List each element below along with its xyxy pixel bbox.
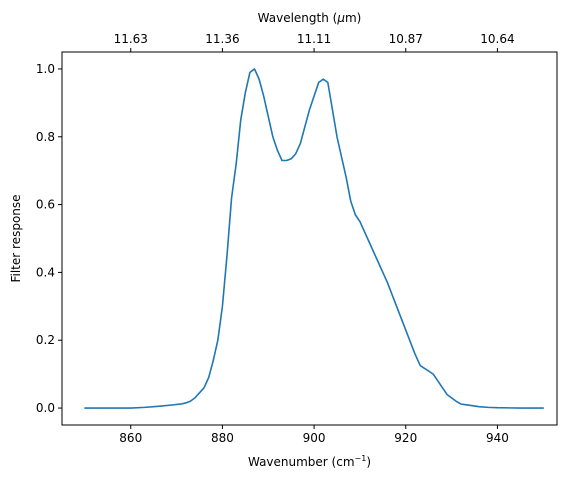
- bottom-axis: 860 880 900 920 940: [119, 425, 509, 445]
- series-line-0: [84, 68, 545, 409]
- top-x-tick-label: 10.64: [480, 32, 514, 46]
- x-tick-label: 900: [303, 431, 326, 445]
- left-axis: 0.0 0.2 0.4 0.6 0.8 1.0: [36, 62, 62, 415]
- top-axis: 11.63 11.36 11.11 10.87 10.64: [114, 32, 515, 52]
- top-x-axis-label: Wavelength (μm): [258, 11, 362, 25]
- y-axis-label: Filter response: [9, 194, 23, 282]
- x-tick-label: 940: [486, 431, 509, 445]
- top-x-tick-label: 10.87: [389, 32, 423, 46]
- y-tick-label: 0.4: [36, 265, 55, 279]
- plot-frame: [61, 51, 558, 426]
- y-tick-label: 0.2: [36, 333, 55, 347]
- plot-layer: [84, 68, 545, 409]
- y-tick-label: 1.0: [36, 62, 55, 76]
- x-tick-label: 860: [119, 431, 142, 445]
- top-x-tick-label: 11.63: [114, 32, 148, 46]
- top-x-tick-label: 11.36: [205, 32, 239, 46]
- x-axis-label: Wavenumber (cm−1): [248, 454, 371, 469]
- x-tick-label: 880: [211, 431, 234, 445]
- y-tick-label: 0.6: [36, 198, 55, 212]
- y-tick-label: 0.0: [36, 401, 55, 415]
- y-tick-label: 0.8: [36, 130, 55, 144]
- x-tick-label: 920: [394, 431, 417, 445]
- x-axis-label-superscript: −1: [355, 454, 367, 463]
- top-x-tick-label: 11.11: [297, 32, 331, 46]
